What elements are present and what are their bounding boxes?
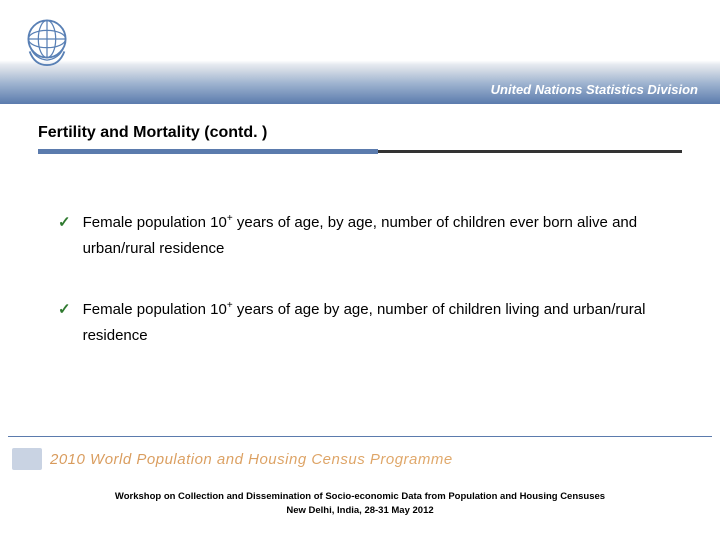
bullet-text: Female population 10+ years of age, by a… — [83, 210, 678, 261]
footer-brand: 2010 World Population and Housing Census… — [12, 446, 708, 472]
footer-separator — [8, 436, 712, 437]
census-logo-icon — [12, 448, 42, 470]
bullet-text: Female population 10+ years of age by ag… — [83, 297, 678, 348]
footer-brand-text: 2010 World Population and Housing Census… — [50, 451, 453, 468]
check-icon: ✓ — [58, 210, 71, 261]
list-item: ✓ Female population 10+ years of age by … — [58, 297, 678, 348]
title-rule — [38, 150, 682, 153]
title-block: Fertility and Mortality (contd. ) — [38, 124, 682, 153]
footer-line-1: Workshop on Collection and Dissemination… — [0, 490, 720, 504]
list-item: ✓ Female population 10+ years of age, by… — [58, 210, 678, 261]
org-label: United Nations Statistics Division — [491, 82, 698, 97]
bullets-area: ✓ Female population 10+ years of age, by… — [58, 210, 678, 384]
footer-text: Workshop on Collection and Dissemination… — [0, 490, 720, 518]
footer-line-2: New Delhi, India, 28-31 May 2012 — [0, 504, 720, 518]
check-icon: ✓ — [58, 297, 71, 348]
slide-title: Fertility and Mortality (contd. ) — [38, 124, 682, 142]
header-band: United Nations Statistics Division — [0, 0, 720, 104]
un-emblem-icon — [14, 6, 80, 72]
